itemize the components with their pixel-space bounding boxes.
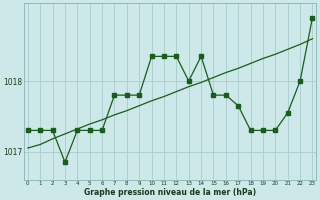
X-axis label: Graphe pression niveau de la mer (hPa): Graphe pression niveau de la mer (hPa)	[84, 188, 256, 197]
